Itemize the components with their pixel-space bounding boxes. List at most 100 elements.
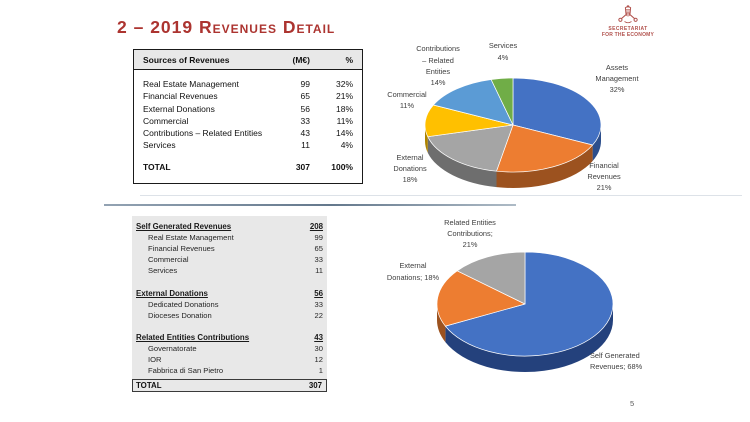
pie-slice [433,79,514,126]
row-pct: 4% [340,140,353,151]
page-number: 5 [630,399,635,408]
row-value: 33 [300,115,310,126]
pie-slice-side [445,304,613,372]
col-header-meur: (M€) [292,55,310,65]
item-label: Financial Revenues [148,243,215,253]
table-row: Services 11 4% [134,139,362,151]
item-value: 33 [314,254,323,264]
item-value: 22 [314,310,323,320]
table-row: Real Estate Management 99 32% [134,78,362,90]
pie-data-label: Services 4% [489,41,518,62]
item-label: Services [148,265,178,275]
item-value: 12 [314,355,323,365]
divider-line-faint [140,195,742,196]
breakdown-item: Financial Revenues 65 [136,244,323,255]
row-pct: 32% [335,79,353,89]
pie-data-label: External Donations 18% [393,153,427,184]
breakdown-section: Self Generated Revenues 208 Real Estate Ma… [136,221,323,277]
table-row: External Donations 56 18% [134,103,362,115]
item-label: Dioceses Donation [148,310,212,320]
pie-data-label: Contributions – Related Entities 14% [416,44,460,87]
page-title: 2 – 2019 Revenues Detail [117,17,336,37]
pie-slice-side [427,136,497,188]
pie-chart-revenue-sources: Contributions – Related Entities 14% Service… [387,41,638,192]
total-value: 307 [308,381,322,390]
item-value: 99 [314,233,323,242]
row-value: 11 [301,140,310,151]
breakdown-item: Real Estate Management 99 [136,233,323,244]
row-label: Financial Revenues [143,91,218,102]
pie-data-label: Related Entities Contributions; 21% [444,218,496,249]
pie-slice [490,77,514,126]
breakdown-item: Services 11 [136,266,323,277]
pie-slice-side [496,145,593,189]
section-value: 56 [314,288,323,298]
logo-text-line2: FOR THE ECONOMY [601,32,655,38]
row-pct: 100% [331,161,353,172]
section-label: External Donations [136,288,208,298]
col-header-pct: % [345,55,353,65]
row-pct: 14% [335,128,353,139]
table-row: Commercial 33 11% [134,115,362,127]
item-value: 1 [318,366,323,376]
breakdown-item: Dioceses Donation 22 [136,311,323,322]
table-body: Real Estate Management 99 32% Financial Rev… [134,70,362,173]
table-row: Financial Revenues 65 21% [134,90,362,102]
table-row: Contributions – Related Entities 43 14% [134,127,362,139]
col-header-sources: Sources of Revenues [143,55,230,65]
row-value: 307 [295,161,310,172]
row-label: External Donations [143,103,215,114]
item-value: 65 [314,243,323,253]
pie-data-label: External Donations; 18% [387,261,440,282]
vatican-crest-icon [618,5,638,24]
row-label: Commercial [143,115,189,126]
section-header: Related Entities Contributions 43 [136,332,323,344]
pie-slice [445,251,614,357]
pie-slice [512,77,602,146]
row-label: Services [143,140,176,151]
pie-slice [456,251,526,305]
breakdown-item: Governatorate 30 [136,344,323,355]
section-value: 43 [314,333,323,343]
pie-slice [496,124,593,173]
section-value: 208 [309,222,323,231]
row-value: 65 [300,91,310,102]
item-value: 11 [315,265,323,275]
pie-chart-revenue-groups: Related Entities Contributions; 21%Externa… [387,218,643,372]
item-label: Governatorate [148,344,197,354]
row-pct: 11% [336,115,353,126]
row-pct: 18% [335,103,353,114]
item-label: Real Estate Management [148,233,234,242]
row-pct: 21% [335,91,353,102]
total-label: TOTAL [136,381,162,390]
breakdown-item: Dedicated Donations 33 [136,300,323,311]
table-row: TOTAL 307 100% [134,161,362,173]
pie-slice-side [437,304,446,343]
row-value: 43 [300,128,310,139]
row-value: 99 [300,79,310,89]
sources-of-revenues-table: Sources of Revenues (M€) % Real Estate M… [133,49,363,184]
pie-slice [436,270,526,327]
item-label: Fabbrica di San Pietro [148,366,224,376]
section-label: Self Generated Revenues [136,222,232,231]
pie-data-label: Financial Revenues 21% [587,161,621,192]
breakdown-item: IOR 12 [136,355,323,366]
item-label: Commercial [148,254,189,264]
section-label: Related Entities Contributions [136,333,250,343]
pie-data-label: Self Generated Revenues; 68% [590,351,643,371]
breakdown-total-row: TOTAL 307 [132,379,327,392]
divider-line [104,204,516,206]
item-value: 30 [314,344,323,354]
breakdown-section: Related Entities Contributions 43 Governat… [136,332,323,377]
pie-slice [427,124,514,172]
row-value: 56 [300,103,310,114]
logo-text-line1: SECRETARIAT [608,26,648,32]
item-label: Dedicated Donations [148,299,219,309]
revenue-breakdown-table: Self Generated Revenues 208 Real Estate Ma… [132,216,327,379]
pie-data-label: Commercial 11% [387,90,427,110]
breakdown-section: External Donations 56 Dedicated Donations 3… [136,288,323,322]
row-label: Contributions – Related Entities [143,128,263,139]
table-header-row: Sources of Revenues (M€) % [134,50,362,70]
row-label: Real Estate Management [143,79,239,89]
